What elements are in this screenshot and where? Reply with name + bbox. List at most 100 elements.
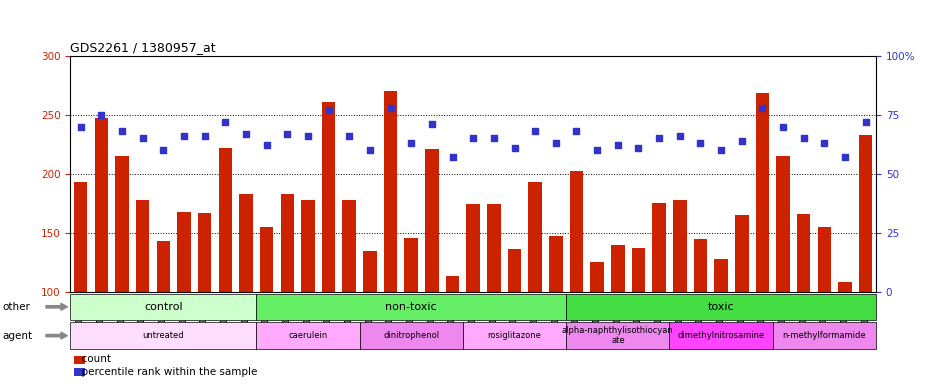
Bar bbox=[300, 200, 314, 384]
Bar bbox=[446, 276, 459, 384]
Point bbox=[713, 147, 728, 153]
Point bbox=[135, 135, 150, 141]
Point bbox=[424, 121, 439, 127]
Bar bbox=[425, 149, 438, 384]
Point bbox=[693, 140, 708, 146]
Text: other: other bbox=[3, 302, 31, 312]
Bar bbox=[507, 249, 520, 384]
Bar bbox=[462, 322, 565, 349]
Bar bbox=[156, 241, 169, 384]
Point bbox=[857, 119, 872, 125]
Bar bbox=[565, 293, 875, 320]
Bar bbox=[528, 182, 541, 384]
Bar bbox=[321, 102, 335, 384]
Text: alpha-naphthylisothiocyan
ate: alpha-naphthylisothiocyan ate bbox=[562, 326, 673, 345]
Bar bbox=[631, 248, 645, 384]
Bar bbox=[177, 212, 190, 384]
Point bbox=[796, 135, 811, 141]
Point bbox=[362, 147, 377, 153]
Point bbox=[114, 128, 129, 134]
Point bbox=[506, 145, 521, 151]
Text: untreated: untreated bbox=[142, 331, 183, 340]
Bar bbox=[672, 200, 686, 384]
Point bbox=[816, 140, 831, 146]
Bar bbox=[668, 322, 772, 349]
Bar bbox=[858, 135, 871, 384]
Text: percentile rank within the sample: percentile rank within the sample bbox=[75, 367, 257, 377]
Point bbox=[300, 133, 315, 139]
Bar bbox=[218, 148, 232, 384]
Bar bbox=[136, 200, 149, 384]
Point bbox=[217, 119, 232, 125]
Bar bbox=[239, 194, 253, 384]
Text: non-toxic: non-toxic bbox=[385, 302, 436, 312]
Bar bbox=[359, 322, 462, 349]
Bar bbox=[256, 322, 359, 349]
Bar bbox=[772, 322, 875, 349]
Point bbox=[734, 137, 749, 144]
Bar bbox=[95, 118, 108, 384]
Bar bbox=[565, 322, 668, 349]
Bar bbox=[569, 171, 582, 384]
Text: control: control bbox=[144, 302, 183, 312]
Bar bbox=[259, 227, 273, 384]
Bar bbox=[197, 213, 211, 384]
Point bbox=[73, 124, 88, 130]
Point bbox=[486, 135, 501, 141]
Point bbox=[197, 133, 212, 139]
Point bbox=[651, 135, 665, 141]
Bar bbox=[755, 93, 768, 384]
Bar bbox=[384, 91, 397, 384]
Bar bbox=[487, 204, 500, 384]
Text: count: count bbox=[75, 354, 110, 364]
Point bbox=[403, 140, 418, 146]
Bar bbox=[797, 214, 810, 384]
Point bbox=[94, 112, 109, 118]
Point bbox=[589, 147, 604, 153]
Bar bbox=[363, 250, 376, 384]
Bar bbox=[343, 200, 356, 384]
Bar bbox=[404, 238, 417, 384]
Text: n-methylformamide: n-methylformamide bbox=[782, 331, 865, 340]
Point bbox=[837, 154, 852, 160]
Text: dimethylnitrosamine: dimethylnitrosamine bbox=[677, 331, 764, 340]
Bar bbox=[817, 227, 830, 384]
Point bbox=[342, 133, 357, 139]
Point bbox=[630, 145, 645, 151]
Point bbox=[258, 142, 273, 149]
Bar bbox=[734, 215, 748, 384]
Point bbox=[568, 128, 583, 134]
Point bbox=[176, 133, 191, 139]
Point bbox=[548, 140, 563, 146]
Bar bbox=[693, 239, 707, 384]
Bar bbox=[651, 203, 665, 384]
Bar bbox=[74, 182, 87, 384]
Bar bbox=[466, 204, 479, 384]
Point bbox=[672, 133, 687, 139]
Bar bbox=[280, 194, 294, 384]
Point bbox=[527, 128, 542, 134]
Bar bbox=[838, 282, 851, 384]
Point bbox=[445, 154, 460, 160]
Text: rosiglitazone: rosiglitazone bbox=[487, 331, 541, 340]
Point bbox=[609, 142, 624, 149]
Bar bbox=[713, 259, 727, 384]
Bar bbox=[115, 156, 128, 384]
Text: agent: agent bbox=[3, 331, 33, 341]
Bar bbox=[70, 322, 256, 349]
Text: toxic: toxic bbox=[707, 302, 734, 312]
Bar bbox=[776, 156, 789, 384]
Text: caerulein: caerulein bbox=[288, 331, 328, 340]
Bar bbox=[590, 262, 603, 384]
Bar bbox=[256, 293, 565, 320]
Point bbox=[321, 107, 336, 113]
Point bbox=[754, 104, 769, 111]
Point bbox=[465, 135, 480, 141]
Point bbox=[238, 131, 253, 137]
Point bbox=[383, 104, 398, 111]
Point bbox=[775, 124, 790, 130]
Text: GDS2261 / 1380957_at: GDS2261 / 1380957_at bbox=[70, 41, 215, 55]
Bar bbox=[70, 293, 256, 320]
Bar bbox=[610, 245, 624, 384]
Point bbox=[280, 131, 295, 137]
